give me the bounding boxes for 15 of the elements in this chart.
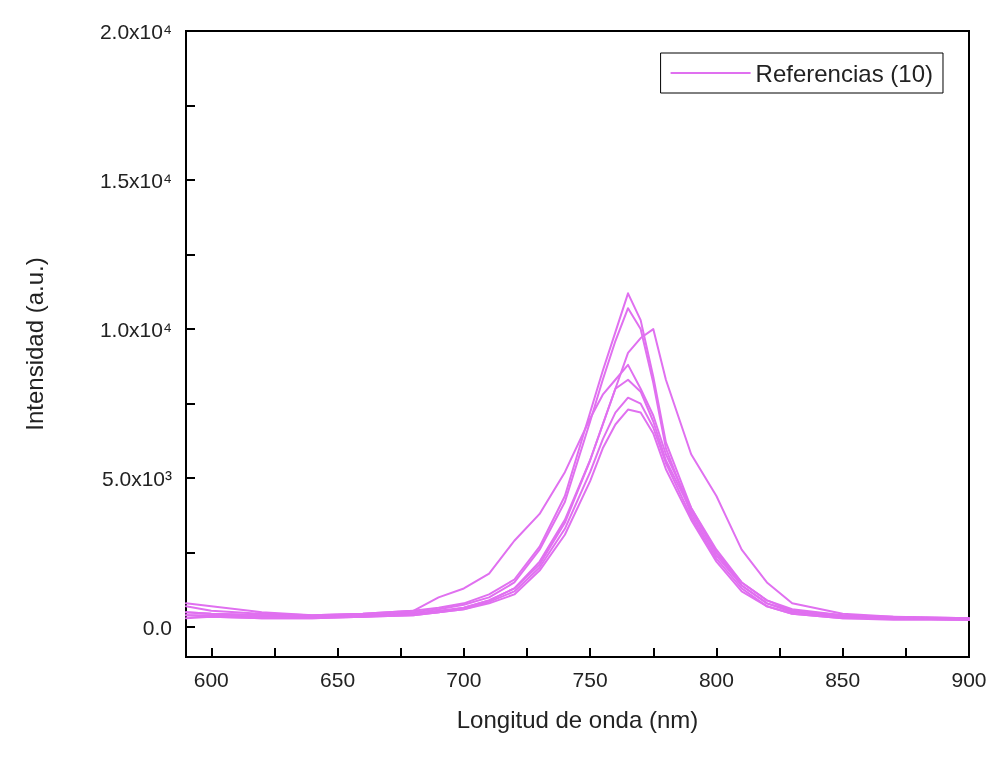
x-tick-label: 800 — [698, 668, 734, 691]
y-tick-label: 1.0x10⁴ — [99, 317, 172, 341]
y-axis-title: Intensidad (a.u.) — [20, 257, 48, 431]
legend-label: Referencias (10) — [755, 59, 934, 87]
y-tick-label: 1.5x10⁴ — [99, 168, 172, 192]
x-tick-label: 600 — [193, 668, 229, 691]
x-tick-label: 850 — [825, 668, 861, 691]
x-tick-label: 650 — [320, 668, 356, 691]
y-tick-label: 2.0x10⁴ — [99, 19, 172, 43]
x-tick-label: 700 — [446, 668, 482, 691]
x-tick-label: 750 — [572, 668, 608, 691]
x-axis-title: Longitud de onda (nm) — [456, 705, 699, 733]
x-tick-label: 900 — [951, 668, 987, 691]
y-tick-label: 0.0 — [142, 615, 172, 639]
y-tick-label: 5.0x10³ — [101, 466, 172, 490]
